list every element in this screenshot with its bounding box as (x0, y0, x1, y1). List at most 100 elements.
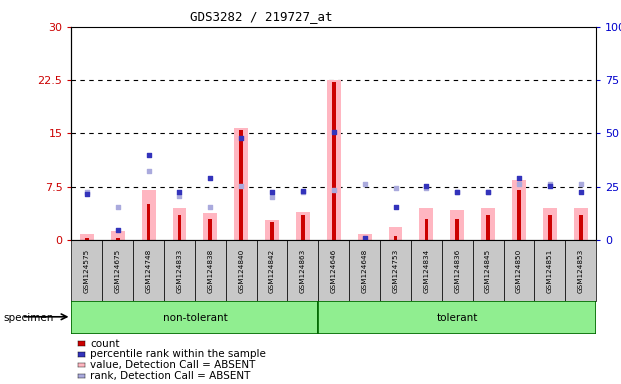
Text: GSM124851: GSM124851 (547, 248, 553, 293)
Point (267, 194, 277, 200)
Bar (411, 240, 442, 301)
Bar (565, 240, 596, 301)
Point (360, 180, 369, 187)
Bar (195, 240, 226, 301)
Bar (504, 240, 535, 301)
Bar (419, 208, 433, 240)
Text: GSM124845: GSM124845 (485, 248, 491, 293)
Bar (270, 222, 274, 240)
Bar (296, 212, 310, 240)
Text: GSM124834: GSM124834 (424, 248, 429, 293)
Point (391, 204, 401, 210)
Bar (288, 240, 319, 301)
Text: tolerant: tolerant (437, 313, 478, 323)
Point (206, 204, 215, 210)
Bar (579, 215, 582, 240)
Bar (425, 219, 428, 240)
Bar (80, 234, 94, 240)
Point (175, 189, 184, 195)
Point (236, 135, 246, 141)
Point (82, 191, 92, 197)
Bar (327, 80, 341, 240)
Text: non-tolerant: non-tolerant (163, 313, 227, 323)
Point (298, 189, 308, 195)
Bar (481, 208, 495, 240)
Point (113, 227, 123, 233)
Bar (71, 301, 319, 334)
Point (514, 175, 524, 181)
Point (576, 180, 586, 187)
Bar (389, 227, 402, 240)
Bar (116, 238, 120, 240)
Bar (203, 213, 217, 240)
Text: GSM124648: GSM124648 (361, 248, 368, 293)
Point (175, 193, 184, 199)
Text: GSM124853: GSM124853 (578, 248, 584, 293)
Bar (535, 240, 565, 301)
Point (545, 180, 555, 187)
Bar (71, 240, 102, 301)
Bar (147, 204, 150, 240)
Text: GSM124840: GSM124840 (238, 248, 244, 293)
Point (452, 189, 462, 195)
Point (483, 189, 493, 195)
Bar (239, 130, 243, 240)
Bar (265, 220, 279, 240)
Bar (450, 210, 465, 240)
Bar (319, 301, 596, 334)
Bar (380, 240, 411, 301)
Bar (442, 240, 473, 301)
Bar (363, 238, 366, 240)
Point (391, 185, 401, 191)
Text: GSM124842: GSM124842 (269, 248, 275, 293)
Text: GSM124836: GSM124836 (454, 248, 460, 293)
Point (483, 189, 493, 195)
Point (452, 189, 462, 195)
Point (576, 189, 586, 195)
Text: GSM124575: GSM124575 (84, 248, 90, 293)
Point (298, 188, 308, 194)
Bar (512, 180, 526, 240)
Bar (332, 82, 335, 240)
Bar (358, 234, 371, 240)
Point (360, 235, 369, 242)
Text: GDS3282 / 219727_at: GDS3282 / 219727_at (189, 10, 332, 23)
Point (422, 182, 432, 189)
Bar (133, 240, 164, 301)
Text: value, Detection Call = ABSENT: value, Detection Call = ABSENT (90, 360, 255, 370)
Point (113, 204, 123, 210)
Point (329, 187, 339, 193)
Bar (455, 219, 459, 240)
Bar (85, 238, 89, 240)
Text: GSM124838: GSM124838 (207, 248, 214, 293)
Bar (548, 215, 551, 240)
Point (267, 189, 277, 195)
Bar (486, 215, 490, 240)
Point (143, 168, 153, 174)
Text: specimen: specimen (3, 313, 53, 323)
Bar (178, 215, 181, 240)
Bar (517, 190, 521, 240)
Bar (319, 240, 349, 301)
Bar (142, 190, 155, 240)
Bar (111, 232, 125, 240)
Bar (209, 219, 212, 240)
Text: GSM124850: GSM124850 (516, 248, 522, 293)
Text: GSM124753: GSM124753 (392, 248, 399, 293)
Bar (256, 240, 288, 301)
Text: count: count (90, 339, 120, 349)
Text: rank, Detection Call = ABSENT: rank, Detection Call = ABSENT (90, 371, 250, 381)
Point (514, 180, 524, 187)
Bar (394, 237, 397, 240)
Bar (543, 208, 557, 240)
Text: GSM124748: GSM124748 (145, 248, 152, 293)
Point (82, 189, 92, 195)
Bar (574, 208, 587, 240)
Bar (173, 208, 186, 240)
Bar (473, 240, 504, 301)
Text: GSM124646: GSM124646 (331, 248, 337, 293)
Bar (301, 215, 305, 240)
Point (422, 185, 432, 191)
Point (545, 182, 555, 189)
Point (206, 175, 215, 181)
